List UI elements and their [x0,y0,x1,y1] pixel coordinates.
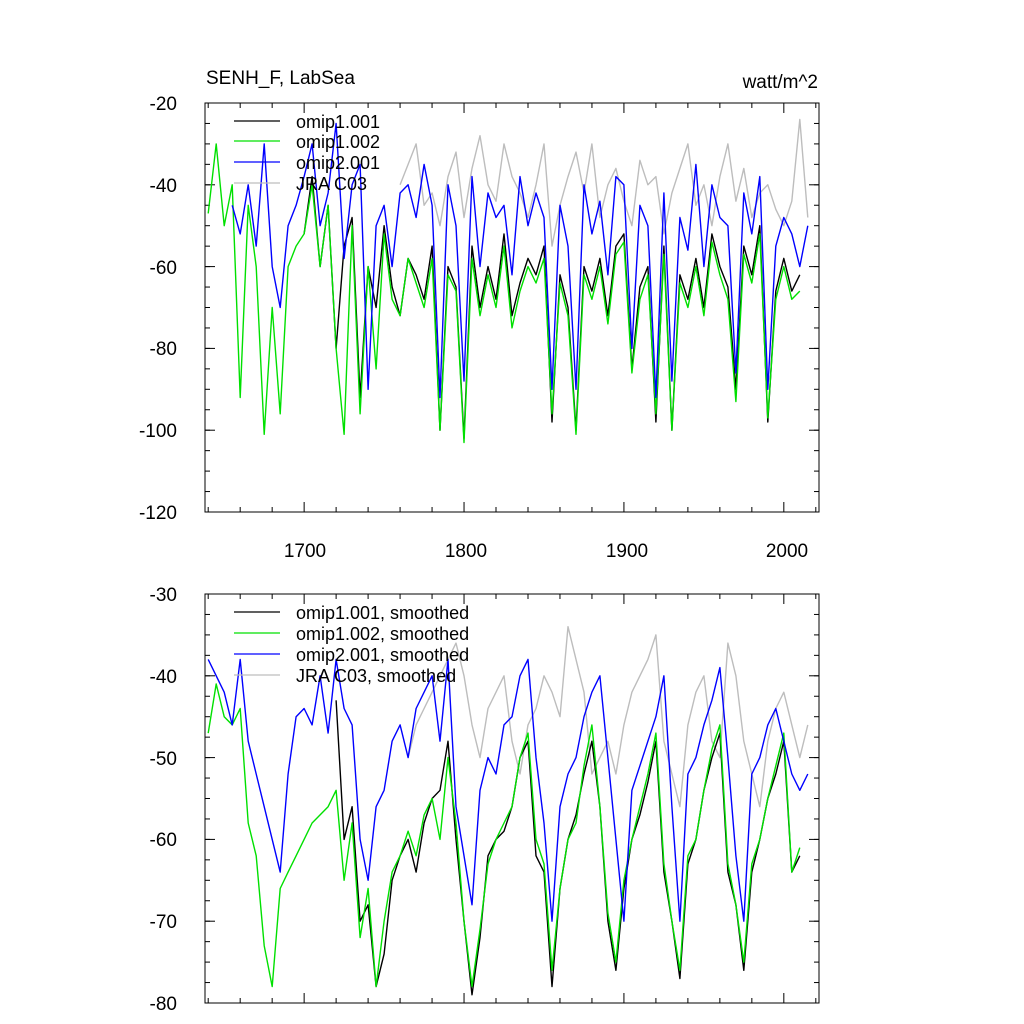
panel1-xtick-label: 1900 [606,541,648,562]
legend-label: omip1.002, smoothed [296,624,469,644]
panel2-series-line [207,658,809,922]
panel1-ytick-label: -20 [150,94,177,115]
legend-label: JRA C03, smoothed [296,666,456,686]
panel1-legend: omip1.001 omip1.002 omip2.001 JRA C03 [234,112,380,194]
legend-label: omip2.001 [296,153,380,173]
panel1-series-line [399,118,809,247]
panel1-units: watt/m^2 [742,72,818,93]
panel2-ytick-label: -50 [150,749,177,770]
panel2-series-line [207,683,801,988]
panel1-ytick-label: -120 [139,503,177,524]
panel1-series-line [231,122,809,399]
panel1-ytick-label: -60 [150,258,177,279]
legend-label: JRA C03 [296,174,367,194]
panel1-ytick-label: -40 [150,176,177,197]
panel2-legend: omip1.001, smoothed omip1.002, smoothed … [234,603,469,686]
panel1-xtick-label: 1800 [445,541,487,562]
panel2-ytick-label: -60 [150,830,177,851]
panel1-ytick-label: -80 [150,339,177,360]
panel1-title: SENH_F, LabSea [206,68,355,89]
legend-label: omip1.001 [296,112,380,132]
panel1-series-line [303,175,801,440]
legend-label: omip2.001, smoothed [296,645,469,665]
panel1-xtick-label: 1700 [284,541,326,562]
panel2-ytick-label: -40 [150,667,177,688]
panel2-ytick-label: -30 [150,585,177,606]
legend-label: omip1.002 [296,132,380,152]
panel1-series-line [207,143,801,444]
legend-label: omip1.001, smoothed [296,603,469,623]
panel2-ytick-label: -80 [150,994,177,1015]
panel2-series-line [407,626,809,808]
panel1-ytick-label: -100 [139,421,177,442]
panel2-series-line [335,700,801,996]
panel1-xtick-label: 2000 [766,541,808,562]
panel2-ytick-label: -70 [150,912,177,933]
